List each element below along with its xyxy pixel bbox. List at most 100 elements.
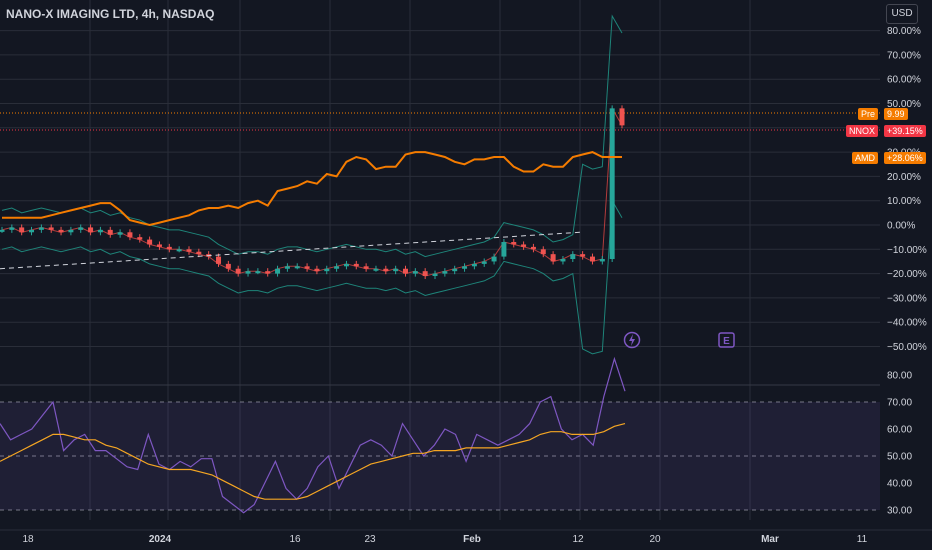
candle-body <box>550 254 556 262</box>
event-markers[interactable]: E <box>623 331 735 349</box>
price-axis-label: −30.00% <box>887 293 927 304</box>
earnings-label: E <box>723 336 730 347</box>
time-axis-label: 11 <box>857 534 868 545</box>
candle-body <box>521 244 527 247</box>
candle-body <box>343 263 349 267</box>
candle-body <box>166 246 172 250</box>
price-axis[interactable]: 80.00%70.00%60.00%50.00%30.00%20.00%10.0… <box>887 26 927 353</box>
candles <box>0 105 625 280</box>
price-axis-label: 0.00% <box>887 221 915 232</box>
price-axis-label: −40.00% <box>887 318 927 329</box>
candle-body <box>334 266 340 269</box>
candle-body <box>373 268 379 271</box>
candle-body <box>9 227 15 230</box>
currency-button[interactable]: USD <box>886 4 918 24</box>
candle-body <box>294 266 300 269</box>
time-axis-label: 18 <box>22 534 34 545</box>
trend-line[interactable] <box>0 231 581 270</box>
candle-body <box>176 249 182 252</box>
candle-body <box>97 229 103 233</box>
time-axis-label: Feb <box>463 534 481 545</box>
candle-body <box>58 229 64 233</box>
rsi-line <box>0 356 626 514</box>
price-axis-label: −20.00% <box>887 269 927 280</box>
time-axis-label: 20 <box>649 534 661 545</box>
nnox-tag-label: NNOX <box>846 125 879 137</box>
comparison-line-amd <box>2 151 622 227</box>
candle-body <box>216 256 222 264</box>
time-axis-label: 23 <box>364 534 376 545</box>
candle-body <box>422 271 428 277</box>
candle-body <box>147 239 153 245</box>
candle-body <box>570 254 576 260</box>
time-axis-label: 16 <box>289 534 301 545</box>
candle-body <box>127 232 133 238</box>
candle-body <box>452 268 458 272</box>
bollinger-basis <box>1 106 623 277</box>
candle-body <box>501 242 507 257</box>
candle-body <box>580 254 586 257</box>
candle-body <box>107 229 113 235</box>
candle-body <box>88 227 94 233</box>
candle-body <box>38 227 44 230</box>
candle-body <box>383 268 389 272</box>
candle-body <box>432 273 438 277</box>
time-axis-label: Mar <box>761 534 779 545</box>
candle-body <box>68 229 74 233</box>
candle-body <box>265 271 271 274</box>
price-axis-label: −50.00% <box>887 342 927 353</box>
candle-body <box>619 108 625 126</box>
candle-body <box>314 268 320 272</box>
candle-body <box>29 229 35 233</box>
candle-body <box>48 227 54 230</box>
candle-body <box>609 108 615 260</box>
candle-body <box>324 268 330 272</box>
candle-body <box>78 227 84 230</box>
candle-body <box>235 268 241 274</box>
candle-body <box>255 271 261 274</box>
time-axis-label: 12 <box>572 534 584 545</box>
candle-body <box>245 271 251 274</box>
candle-body <box>471 263 477 267</box>
rsi-axis-label: 80.00 <box>887 371 912 382</box>
rsi-axis-label: 70.00 <box>887 398 912 409</box>
price-axis-label: 60.00% <box>887 75 921 86</box>
candle-body <box>156 244 162 247</box>
candle-body <box>540 249 546 255</box>
grid-lines <box>0 0 880 520</box>
price-axis-label: 10.00% <box>887 196 921 207</box>
candle-body <box>481 261 487 264</box>
candle-body <box>599 259 605 262</box>
candle-body <box>275 268 281 274</box>
rsi-band <box>0 402 880 510</box>
price-axis-label: 50.00% <box>887 99 921 110</box>
candle-body <box>491 256 497 262</box>
price-axis-label: 20.00% <box>887 172 921 183</box>
amd-tag-value: +28.06% <box>884 152 926 164</box>
candle-body <box>225 263 231 269</box>
candle-body <box>589 256 595 262</box>
candle-body <box>363 266 369 269</box>
candle-body <box>304 266 310 269</box>
price-axis-label: −10.00% <box>887 245 927 256</box>
candle-body <box>0 229 5 232</box>
candle-body <box>511 242 517 245</box>
bollinger-bands <box>1 14 623 355</box>
candle-body <box>137 237 143 240</box>
lightning-icon <box>623 331 641 349</box>
chart-title: NANO-X IMAGING LTD, 4h, NASDAQ <box>6 7 215 21</box>
rsi-axis-label: 30.00 <box>887 506 912 517</box>
candle-body <box>284 266 290 269</box>
bollinger-lower <box>1 199 623 355</box>
price-axis-label: 70.00% <box>887 50 921 61</box>
rsi-axis[interactable]: 80.00 70.00 60.00 50.00 40.00 30.00 <box>887 371 912 517</box>
candle-body <box>462 266 468 269</box>
candle-body <box>117 232 123 235</box>
candle-body <box>442 271 448 274</box>
candle-body <box>353 263 359 267</box>
rsi-axis-label: 50.00 <box>887 452 912 463</box>
candle-body <box>560 259 566 262</box>
candle-body <box>393 268 399 272</box>
time-axis[interactable]: 18 2024 16 23 Feb 12 20 Mar 11 <box>0 529 932 545</box>
